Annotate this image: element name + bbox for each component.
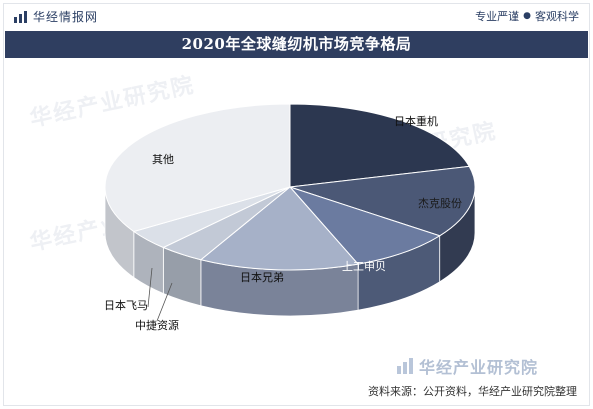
slogan: 专业严谨 ● 客观科学 — [475, 8, 579, 24]
leader-line-日本飞马 — [147, 267, 153, 308]
slice-label-日本飞马: 日本飞马 — [104, 298, 148, 312]
slogan-1: 专业严谨 — [475, 10, 520, 23]
pie-slice-其他[interactable] — [104, 103, 291, 233]
slice-label-日本兄弟: 日本兄弟 — [240, 270, 284, 284]
watermark-logo-icon — [397, 358, 413, 374]
slice-label-其他: 其他 — [152, 153, 174, 166]
brand[interactable]: 华经情报网 — [14, 8, 98, 25]
source-note: 资料来源：公开资料，华经产业研究院整理 — [368, 385, 577, 398]
slice-label-日本重机: 日本重机 — [394, 114, 438, 128]
chart-title: 2020年全球缝纫机市场竞争格局 — [5, 31, 588, 58]
chart-frame — [3, 3, 590, 406]
slice-label-杰克股份: 杰克股份 — [418, 197, 462, 210]
slogan-separator-icon: ● — [523, 11, 531, 21]
slice-label-中捷资源: 中捷资源 — [135, 318, 179, 332]
pie-slice-日本兄弟[interactable] — [199, 186, 360, 271]
pie-slice-日本重机[interactable] — [289, 103, 470, 188]
brand-name: 华经情报网 — [33, 10, 99, 24]
brand-logo-icon — [14, 10, 27, 23]
watermark-logo: 华经产业研究院 — [397, 354, 538, 378]
slogan-2: 客观科学 — [535, 10, 579, 23]
top-bar: 华经情报网 专业严谨 ● 客观科学 — [0, 0, 593, 30]
pie-slice-杰克股份[interactable] — [289, 165, 476, 237]
pie-slice-上工申贝[interactable] — [288, 185, 441, 265]
leader-line-中捷资源 — [156, 282, 173, 322]
slice-label-上工申贝: 上工申贝 — [342, 260, 386, 273]
watermark-logo-text: 华经产业研究院 — [419, 358, 539, 377]
